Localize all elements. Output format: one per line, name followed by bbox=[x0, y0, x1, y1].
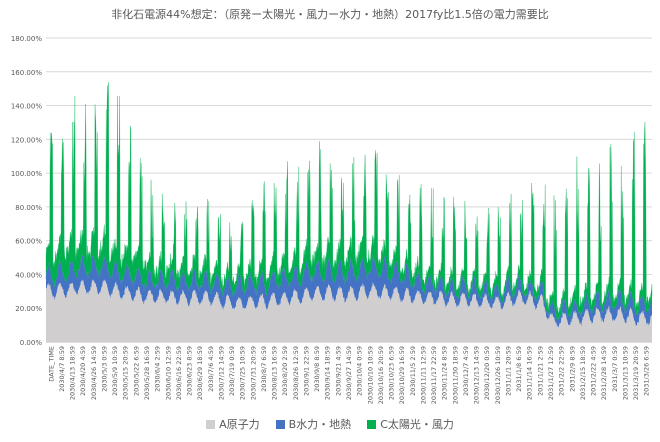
x-tick-label: 2030/6/23 8:59 bbox=[186, 346, 194, 396]
x-tick-label: 2030/5/9 10:59 bbox=[111, 346, 119, 396]
x-tick-label: 2030/9/27 14:59 bbox=[345, 346, 353, 400]
x-tick-label: 2030/11/30 18:59 bbox=[451, 346, 459, 404]
x-tick-label: 2030/5/3 0:59 bbox=[100, 346, 108, 392]
chart-title: 非化石電源44%想定：（原発ー太陽光・風力ー水力・地熱）2017fy比1.5倍の… bbox=[111, 8, 549, 21]
x-tick-label: 2030/12/13 14:59 bbox=[473, 346, 481, 404]
legend-label: B水力・地熱 bbox=[288, 418, 352, 431]
series-a-nuclear-area bbox=[46, 279, 652, 342]
y-tick-label: 20.00% bbox=[15, 305, 42, 313]
x-tick-label: 2031/3/26 6:59 bbox=[643, 346, 651, 396]
x-tick-label: 2031/1/1 20:59 bbox=[504, 346, 512, 396]
area-series bbox=[45, 81, 653, 342]
x-tick-label: 2030/7/25 10:59 bbox=[239, 346, 247, 400]
y-tick-label: 180.00% bbox=[11, 35, 42, 43]
legend-swatch bbox=[206, 419, 216, 429]
x-tick-label: 2030/11/5 2:59 bbox=[409, 346, 417, 396]
x-tick-label: 2030/4/7 8:59 bbox=[58, 346, 66, 392]
x-tick-label: 2030/10/23 6:59 bbox=[388, 346, 396, 400]
x-tick-label: 2030/5/22 6:59 bbox=[132, 346, 140, 396]
x-tick-label: 2030/6/29 18:59 bbox=[196, 346, 204, 400]
x-tick-label: 2030/5/28 16:59 bbox=[143, 346, 151, 400]
x-tick-label: 2030/11/11 12:59 bbox=[419, 346, 427, 404]
x-tick-label: 2030/7/6 4:59 bbox=[207, 346, 215, 392]
x-tick-label: 2030/6/10 12:59 bbox=[164, 346, 172, 400]
x-tick-label: 2031/2/15 18:59 bbox=[579, 346, 587, 400]
x-tick-label: 2030/4/26 14:59 bbox=[90, 346, 98, 400]
x-tick-label: 2031/1/8 6:59 bbox=[515, 346, 523, 392]
x-tick-label: 2030/11/24 8:59 bbox=[441, 346, 449, 400]
x-tick-label: 2030/7/12 14:59 bbox=[217, 346, 225, 400]
x-tick-label: 2030/8/7 6:59 bbox=[260, 346, 268, 392]
x-tick-label: 2030/12/20 0:59 bbox=[483, 346, 491, 400]
x-tick-label: 2030/6/4 2:59 bbox=[154, 346, 162, 392]
x-tick-label: 2030/5/15 20:59 bbox=[122, 346, 130, 400]
x-tick-label: 2031/2/2 22:59 bbox=[558, 346, 566, 396]
y-tick-label: 0.00% bbox=[20, 339, 43, 347]
x-tick-label: 2030/4/13 18:59 bbox=[69, 346, 77, 400]
axis-labels: 0.00% 20.00% 40.00% 60.00% 80.00% 100.00% 120.… bbox=[11, 35, 651, 404]
legend-item: A原子力 bbox=[206, 416, 260, 432]
x-tick-label: 2030/10/4 0:59 bbox=[356, 346, 364, 396]
x-tick-label: 2030/9/21 4:59 bbox=[334, 346, 342, 396]
x-tick-label: 2030/10/16 20:59 bbox=[377, 346, 385, 404]
y-tick-label: 60.00% bbox=[15, 238, 42, 246]
legend-item: B水力・地熱 bbox=[275, 416, 352, 432]
x-tick-label: 2031/2/28 14:59 bbox=[600, 346, 608, 400]
legend-item: C太陽光・風力 bbox=[367, 416, 454, 432]
x-tick-label: 2030/11/17 22:59 bbox=[430, 346, 438, 404]
x-tick-label: 2031/2/22 4:59 bbox=[590, 346, 598, 396]
x-tick-label: 2030/7/31 20:59 bbox=[249, 346, 257, 400]
x-tick-label: 2030/10/10 10:59 bbox=[366, 346, 374, 404]
y-tick-label: 40.00% bbox=[15, 271, 42, 279]
y-tick-label: 80.00% bbox=[15, 204, 42, 212]
x-tick-label: 2031/3/13 10:59 bbox=[621, 346, 629, 400]
x-tick-label: 2031/3/19 20:59 bbox=[632, 346, 640, 400]
x-tick-label: 2030/10/29 16:59 bbox=[398, 346, 406, 404]
x-tick-label: 2031/2/9 8:59 bbox=[568, 346, 576, 392]
x-tick-label: 2030/9/8 8:59 bbox=[313, 346, 321, 392]
x-tick-label: 2030/12/7 4:59 bbox=[462, 346, 470, 396]
x-tick-label: 2030/8/26 12:59 bbox=[292, 346, 300, 400]
x-tick-label: 2030/8/20 2:59 bbox=[281, 346, 289, 396]
x-tick-label: 2031/3/7 0:59 bbox=[611, 346, 619, 392]
y-tick-label: 100.00% bbox=[11, 170, 42, 178]
x-tick-label: 2031/1/27 12:59 bbox=[547, 346, 555, 400]
x-tick-label: 2030/9/1 22:59 bbox=[302, 346, 310, 396]
legend-label: C太陽光・風力 bbox=[380, 418, 454, 431]
legend-swatch bbox=[367, 419, 377, 429]
x-tick-label: 2030/4/20 4:59 bbox=[79, 346, 87, 396]
y-tick-label: 120.00% bbox=[11, 136, 42, 144]
legend: A原子力 B水力・地熱 C太陽光・風力 bbox=[0, 416, 660, 432]
x-tick-label: 2030/6/16 22:59 bbox=[175, 346, 183, 400]
x-tick-label: 2030/12/26 10:59 bbox=[494, 346, 502, 404]
x-tick-label: DATE_TIME bbox=[47, 346, 55, 382]
legend-label: A原子力 bbox=[219, 418, 260, 431]
x-tick-label: 2030/7/19 0:59 bbox=[228, 346, 236, 396]
y-tick-label: 160.00% bbox=[11, 69, 42, 77]
series-b-hydro-geo-area bbox=[46, 253, 652, 328]
legend-swatch bbox=[275, 419, 285, 429]
x-tick-label: 2030/9/14 18:59 bbox=[324, 346, 332, 400]
x-tick-label: 2031/1/14 16:59 bbox=[526, 346, 534, 400]
x-tick-label: 2031/1/21 2:59 bbox=[536, 346, 544, 396]
y-tick-label: 140.00% bbox=[11, 103, 42, 111]
x-tick-label: 2030/8/13 16:59 bbox=[271, 346, 279, 400]
